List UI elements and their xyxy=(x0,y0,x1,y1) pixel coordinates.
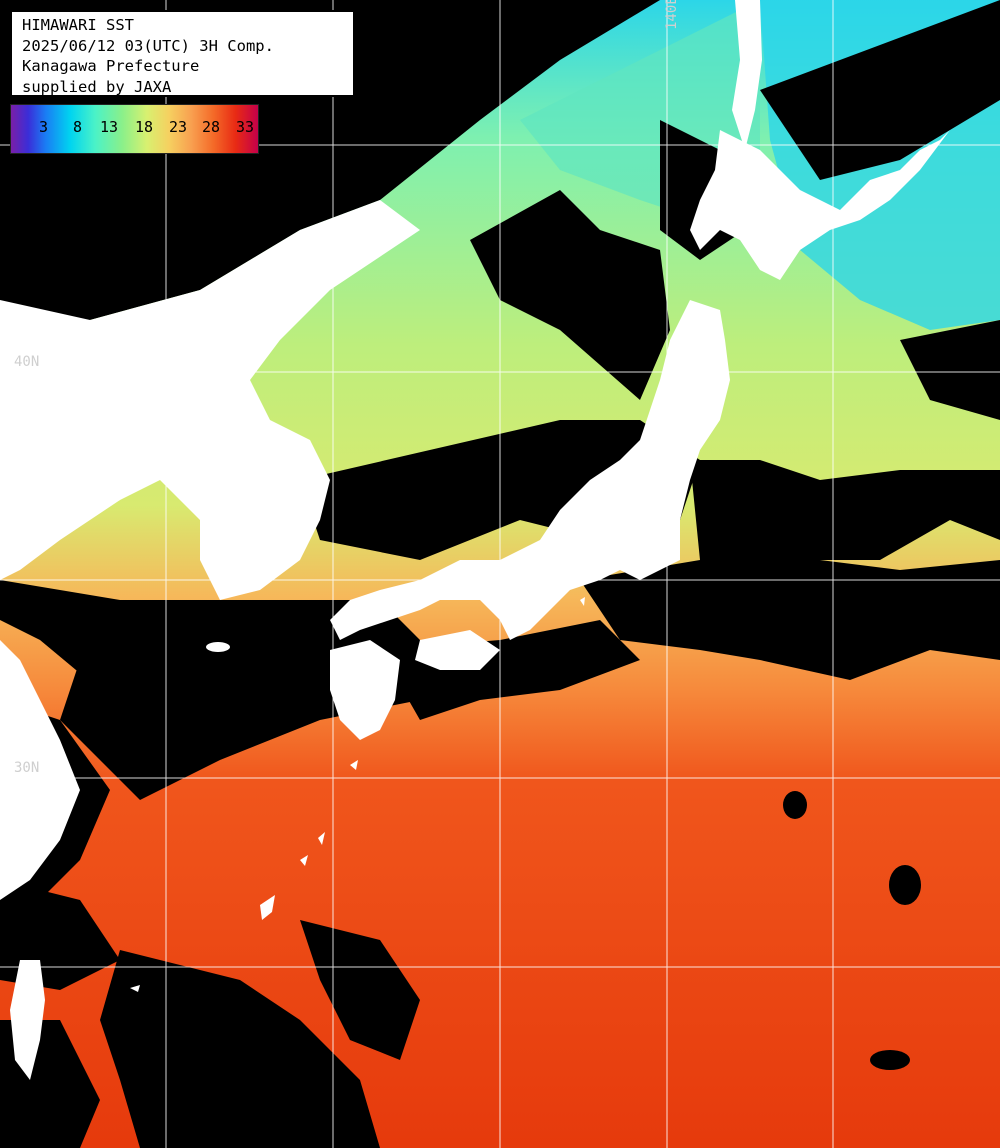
info-panel: HIMAWARI SST 2025/06/12 03(UTC) 3H Comp.… xyxy=(10,10,355,97)
temperature-color-scale: 3 8 13 18 23 28 33 xyxy=(10,104,259,154)
land-masses xyxy=(0,0,950,1080)
legend-tick: 3 xyxy=(39,118,49,136)
taiwan xyxy=(10,960,45,1080)
okinawa xyxy=(260,895,275,920)
data-source: supplied by JAXA xyxy=(22,77,172,96)
legend-tick: 13 xyxy=(100,118,119,136)
jeju xyxy=(206,642,230,652)
latitude-label-40n: 40N xyxy=(14,354,40,370)
legend-tick: 33 xyxy=(236,118,255,136)
product-title: HIMAWARI SST xyxy=(22,16,134,34)
legend-tick: 23 xyxy=(169,118,188,136)
honshu xyxy=(330,300,730,640)
kyushu xyxy=(330,640,400,740)
region-name: Kanagawa Prefecture xyxy=(22,57,200,75)
timestamp: 2025/06/12 03(UTC) 3H Comp. xyxy=(22,36,274,55)
hokkaido xyxy=(690,130,950,280)
legend-tick: 28 xyxy=(202,118,221,136)
sakhalin xyxy=(732,0,762,150)
longitude-label-140e: 140E xyxy=(664,0,680,30)
shandong-peninsula xyxy=(0,490,120,580)
legend-tick: 18 xyxy=(135,118,154,136)
legend-tick: 8 xyxy=(73,118,83,136)
shikoku xyxy=(415,630,500,670)
china-coast xyxy=(0,640,80,900)
latitude-label-30n: 30N xyxy=(14,760,40,776)
